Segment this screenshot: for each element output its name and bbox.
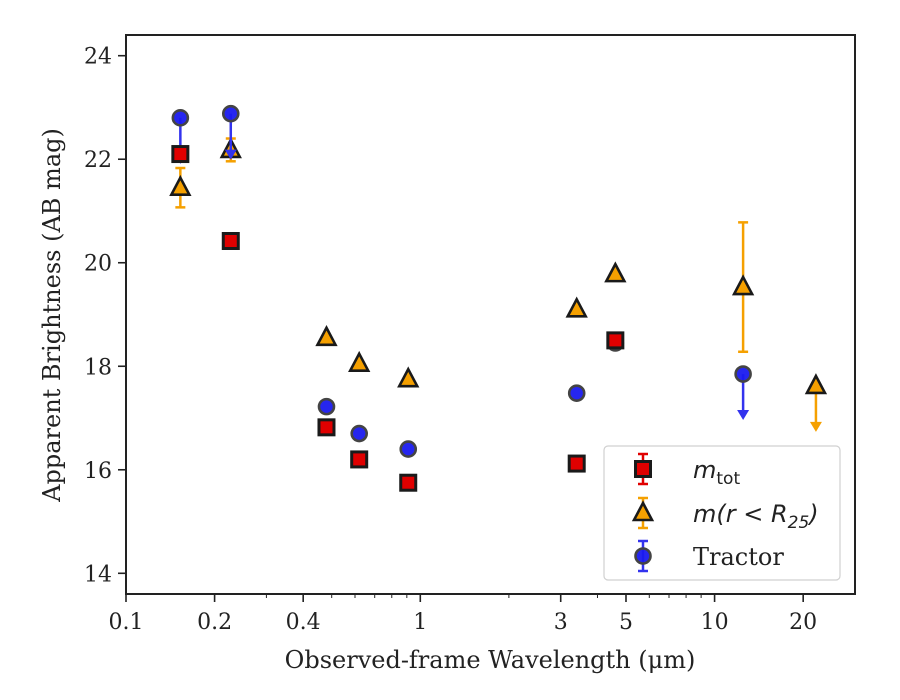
x-tick-label: 3: [554, 610, 568, 635]
legend-label: Tractor: [693, 543, 784, 571]
data-point-circle: [317, 397, 336, 416]
data-point-square: [606, 331, 625, 350]
data-point-triangle: [731, 274, 755, 296]
legend-box: [603, 445, 841, 581]
plot-frame: [125, 34, 856, 595]
data-point-triangle: [348, 350, 371, 372]
data-point-circle: [350, 424, 368, 443]
y-tick-label: 14: [84, 562, 112, 587]
legend-label: m(r < R25): [693, 500, 819, 533]
x-axis-label: Observed-frame Wavelength (μm): [285, 646, 696, 674]
y-tick-label: 22: [84, 148, 112, 173]
x-tick-label: 0.2: [197, 610, 232, 635]
y-axis-label: Apparent Brightness (AB mag): [38, 128, 66, 503]
data-point-triangle: [169, 174, 192, 196]
data-point-square: [567, 454, 586, 473]
data-point-square: [171, 145, 190, 164]
legend: mtot m(r < R25) Tractor: [603, 445, 841, 581]
x-tick-label: 20: [789, 610, 817, 635]
legend-marker-circle: [634, 547, 652, 565]
data-point-triangle: [397, 366, 420, 388]
data-point-circle: [399, 440, 418, 458]
legend-label: mtot: [693, 456, 740, 489]
data-point-square: [399, 473, 418, 492]
data-point-circle: [567, 384, 586, 402]
data-marks: [169, 104, 828, 564]
y-tick-label: 16: [84, 459, 112, 484]
data-point-square: [221, 232, 240, 251]
x-tick-label: 0.1: [109, 610, 144, 635]
x-tick-label: 5: [619, 610, 633, 635]
legend-marker-square: [634, 460, 652, 478]
data-point-square: [350, 450, 369, 469]
y-tick-label: 24: [84, 45, 112, 70]
data-point-triangle: [565, 296, 588, 318]
upper-limit-arrowhead: [224, 149, 237, 160]
data-point-circle: [734, 365, 752, 383]
x-tick-label: 10: [701, 610, 729, 635]
data-point-circle: [221, 104, 240, 123]
upper-limit-arrowhead: [737, 410, 750, 421]
data-point-circle: [171, 109, 190, 127]
x-tick-label: 1: [413, 610, 427, 635]
data-point-triangle: [315, 325, 338, 347]
y-tick-label: 20: [84, 252, 112, 277]
upper-limit-arrowhead: [809, 421, 822, 432]
data-point-square: [317, 418, 336, 437]
y-tick-label: 18: [84, 355, 112, 380]
data-point-triangle: [804, 373, 828, 395]
data-point-triangle: [604, 261, 627, 283]
x-tick-label: 0.4: [286, 610, 321, 635]
axis-ticks: 0.1 0.2 0.4 1 3 5 10 20 14 16 18 20 22 24: [84, 45, 817, 635]
legend-marker-triangle: [631, 500, 655, 522]
